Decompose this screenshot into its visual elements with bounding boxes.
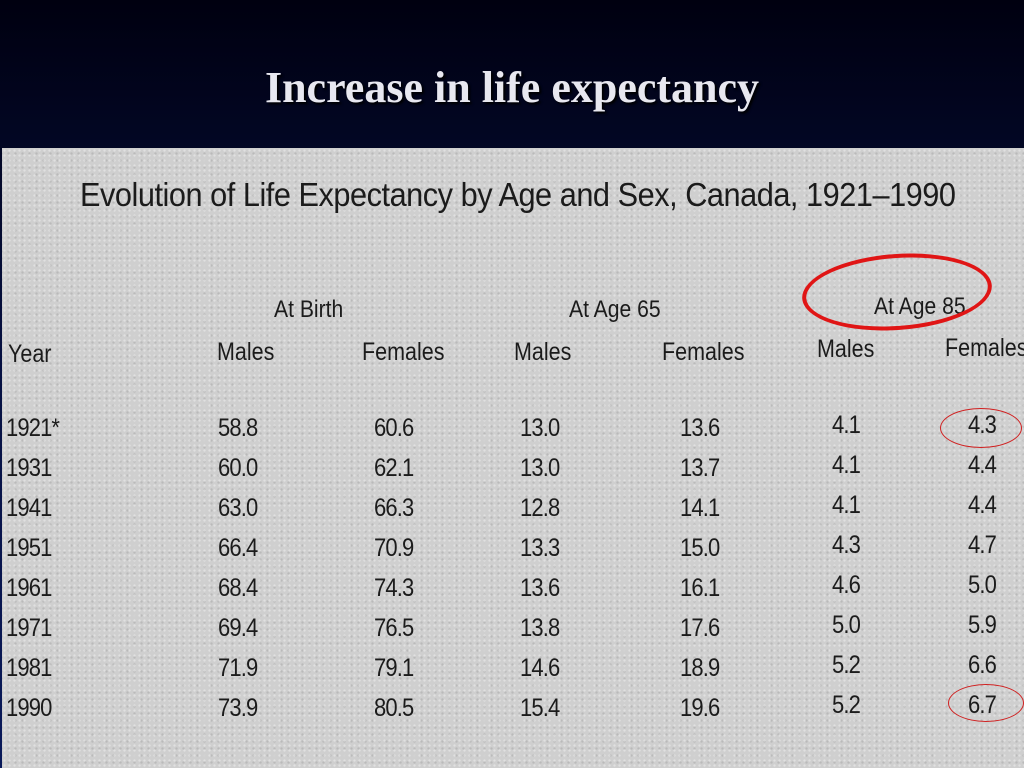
cell-males-65: 13.0 bbox=[520, 414, 560, 442]
group-header-at-birth: At Birth bbox=[274, 296, 344, 323]
group-header-at-age-85: At Age 85 bbox=[874, 293, 966, 320]
scanned-table: Evolution of Life Expectancy by Age and … bbox=[2, 148, 1024, 768]
column-header-females-85: Females bbox=[945, 334, 1024, 362]
cell-females-65: 14.1 bbox=[680, 494, 720, 522]
cell-females-birth: 62.1 bbox=[374, 454, 414, 482]
cell-males-85: 5.2 bbox=[832, 651, 861, 679]
cell-females-birth: 60.6 bbox=[374, 414, 414, 442]
cell-females-birth: 70.9 bbox=[374, 534, 414, 562]
highlight-oval-age-85 bbox=[799, 247, 995, 337]
cell-males-birth: 60.0 bbox=[218, 454, 258, 482]
cell-males-65: 12.8 bbox=[520, 494, 560, 522]
cell-year: 1961 bbox=[6, 574, 52, 602]
group-header-at-age-65: At Age 65 bbox=[569, 296, 661, 323]
cell-year: 1951 bbox=[6, 534, 52, 562]
cell-males-65: 13.0 bbox=[520, 454, 560, 482]
cell-females-85: 4.7 bbox=[968, 531, 997, 559]
table-title: Evolution of Life Expectancy by Age and … bbox=[80, 176, 956, 213]
cell-year: 1921* bbox=[6, 414, 60, 442]
cell-year: 1981 bbox=[6, 654, 52, 682]
cell-males-birth: 69.4 bbox=[218, 614, 258, 642]
cell-year: 1941 bbox=[6, 494, 52, 522]
cell-year: 1931 bbox=[6, 454, 52, 482]
cell-males-birth: 71.9 bbox=[218, 654, 258, 682]
cell-females-birth: 76.5 bbox=[374, 614, 414, 642]
cell-males-85: 4.1 bbox=[832, 451, 861, 479]
cell-males-85: 4.1 bbox=[832, 411, 861, 439]
cell-males-birth: 73.9 bbox=[218, 694, 258, 722]
cell-females-65: 13.7 bbox=[680, 454, 720, 482]
cell-males-65: 13.6 bbox=[520, 574, 560, 602]
cell-males-birth: 63.0 bbox=[218, 494, 258, 522]
cell-males-65: 15.4 bbox=[520, 694, 560, 722]
column-header-year: Year bbox=[8, 340, 52, 368]
cell-males-85: 4.1 bbox=[832, 491, 861, 519]
column-header-males-65: Males bbox=[514, 338, 572, 366]
cell-males-85: 5.2 bbox=[832, 691, 861, 719]
cell-females-65: 15.0 bbox=[680, 534, 720, 562]
column-header-males-birth: Males bbox=[217, 338, 275, 366]
cell-males-85: 4.6 bbox=[832, 571, 861, 599]
cell-females-65: 17.6 bbox=[680, 614, 720, 642]
highlight-circle-1921-females-85 bbox=[940, 408, 1022, 448]
cell-males-85: 4.3 bbox=[832, 531, 861, 559]
cell-males-65: 13.8 bbox=[520, 614, 560, 642]
cell-females-85: 6.6 bbox=[968, 651, 997, 679]
cell-females-65: 13.6 bbox=[680, 414, 720, 442]
cell-females-birth: 79.1 bbox=[374, 654, 414, 682]
cell-males-birth: 68.4 bbox=[218, 574, 258, 602]
cell-females-birth: 80.5 bbox=[374, 694, 414, 722]
cell-females-85: 4.4 bbox=[968, 451, 997, 479]
cell-females-85: 5.9 bbox=[968, 611, 997, 639]
cell-males-65: 14.6 bbox=[520, 654, 560, 682]
cell-males-birth: 58.8 bbox=[218, 414, 258, 442]
cell-males-85: 5.0 bbox=[832, 611, 861, 639]
highlight-circle-1990-females-85 bbox=[948, 684, 1024, 722]
cell-year: 1971 bbox=[6, 614, 52, 642]
cell-females-birth: 74.3 bbox=[374, 574, 414, 602]
column-header-females-65: Females bbox=[662, 338, 745, 366]
column-header-males-85: Males bbox=[817, 335, 875, 363]
column-header-females-birth: Females bbox=[362, 338, 445, 366]
cell-females-birth: 66.3 bbox=[374, 494, 414, 522]
cell-females-65: 16.1 bbox=[680, 574, 720, 602]
cell-females-85: 4.4 bbox=[968, 491, 997, 519]
slide-title: Increase in life expectancy bbox=[264, 63, 760, 112]
cell-females-65: 19.6 bbox=[680, 694, 720, 722]
cell-males-birth: 66.4 bbox=[218, 534, 258, 562]
cell-year: 1990 bbox=[6, 694, 52, 722]
cell-females-65: 18.9 bbox=[680, 654, 720, 682]
cell-females-85: 5.0 bbox=[968, 571, 997, 599]
cell-males-65: 13.3 bbox=[520, 534, 560, 562]
